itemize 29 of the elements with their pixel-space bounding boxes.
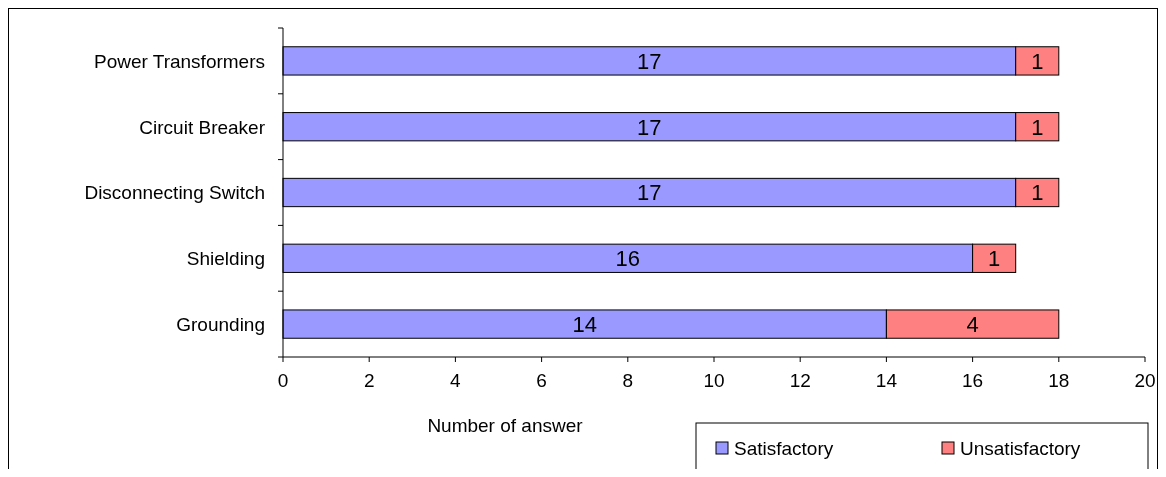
data-label: 16 bbox=[615, 246, 641, 272]
x-tick-label: 18 bbox=[1048, 370, 1070, 391]
y-tick-label: Grounding bbox=[176, 313, 265, 335]
y-tick-label: Circuit Breaker bbox=[139, 116, 266, 138]
y-tick-label: Shielding bbox=[186, 248, 265, 270]
x-tick-label: 12 bbox=[789, 370, 811, 391]
data-label: 1 bbox=[1031, 180, 1044, 206]
data-label: 17 bbox=[637, 114, 662, 140]
legend-label: Satisfactory bbox=[734, 437, 834, 459]
x-tick-label: 8 bbox=[622, 370, 634, 391]
y-tick-label: Power Transformers bbox=[93, 50, 265, 72]
x-axis-title: Number of answer bbox=[427, 415, 584, 436]
x-tick-label: 4 bbox=[450, 370, 462, 391]
x-tick-label: 0 bbox=[277, 370, 289, 391]
x-tick-label: 14 bbox=[875, 370, 898, 391]
x-tick-label: 20 bbox=[1134, 370, 1156, 391]
x-tick-label: 10 bbox=[703, 370, 725, 391]
data-label: 1 bbox=[1031, 48, 1044, 74]
x-tick-label: 16 bbox=[962, 370, 984, 391]
legend-label: Unsatisfactory bbox=[960, 437, 1081, 459]
data-label: 1 bbox=[1031, 114, 1044, 140]
x-tick-label: 6 bbox=[536, 370, 547, 391]
data-label: 14 bbox=[572, 312, 597, 338]
data-label: 17 bbox=[637, 48, 662, 74]
y-tick-label: Disconnecting Switch bbox=[84, 182, 265, 204]
data-label: 4 bbox=[966, 312, 979, 338]
x-tick-label: 2 bbox=[363, 370, 375, 391]
data-label: 1 bbox=[988, 246, 1001, 272]
data-label: 17 bbox=[637, 180, 662, 206]
